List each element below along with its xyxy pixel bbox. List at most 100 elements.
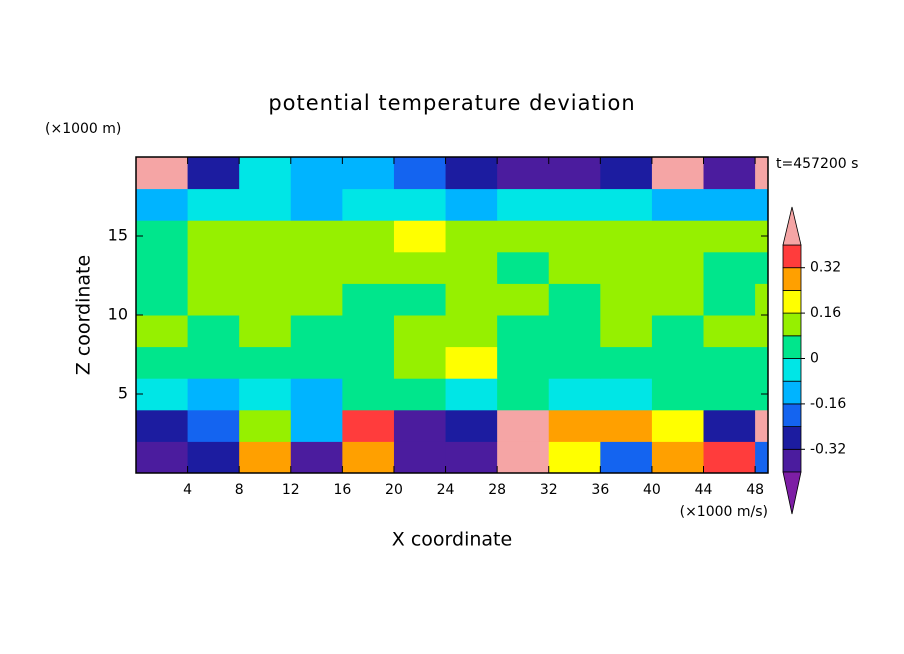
field-cell — [703, 157, 756, 190]
field-cell — [651, 409, 705, 442]
field-cell — [497, 409, 550, 442]
x-tick-label: 32 — [540, 482, 558, 498]
field-cell — [136, 346, 189, 379]
field-cell — [703, 220, 756, 253]
field-cell — [497, 378, 550, 411]
colorbar-segment — [782, 267, 802, 291]
field-cell — [445, 441, 498, 473]
field-cell — [755, 188, 768, 221]
field-cell — [136, 157, 189, 190]
field-cell — [755, 157, 768, 190]
field-cell — [187, 409, 240, 442]
field-cell — [651, 251, 705, 284]
field-cell — [548, 315, 601, 348]
field-cell — [239, 220, 292, 253]
field-cell — [342, 188, 395, 221]
colorbar-segment — [782, 244, 802, 269]
field-cell — [342, 283, 395, 316]
field-cell — [445, 346, 498, 379]
x-tick-label: 16 — [333, 482, 351, 498]
field-cell — [651, 441, 705, 473]
field-cell — [703, 441, 756, 473]
x-tick-label: 36 — [591, 482, 609, 498]
field-cell — [600, 220, 653, 253]
field-cell — [600, 378, 653, 411]
field-cell — [239, 157, 292, 190]
field-cell — [600, 315, 653, 348]
x-tick-label: 44 — [695, 482, 713, 498]
field-cell — [342, 157, 395, 190]
colorbar-segment — [782, 403, 802, 427]
x-tick-label: 4 — [183, 482, 192, 498]
field-cell — [755, 346, 768, 379]
field-cell — [342, 346, 395, 379]
y-tick-label: 10 — [108, 305, 128, 324]
field-cell — [290, 315, 343, 348]
field-cell — [600, 409, 653, 442]
field-cell — [703, 346, 756, 379]
field-cell — [497, 283, 550, 316]
x-tick-label: 28 — [488, 482, 506, 498]
field-cell — [497, 441, 550, 473]
field-cell — [239, 441, 292, 473]
field-cell — [290, 283, 343, 316]
field-cell — [393, 346, 447, 379]
field-cell — [651, 283, 705, 316]
field-cell — [445, 188, 498, 221]
field-cell — [703, 188, 756, 221]
y-tick-label: 15 — [108, 226, 128, 245]
field-cell — [239, 346, 292, 379]
field-cell — [703, 409, 756, 442]
x-tick-label: 48 — [746, 482, 764, 498]
field-cell — [755, 441, 768, 473]
field-cell — [755, 315, 768, 348]
field-cell — [548, 378, 601, 411]
field-cell — [239, 378, 292, 411]
field-cell — [755, 251, 768, 284]
field-cell — [548, 409, 601, 442]
colorbar-segment — [782, 380, 802, 405]
field-cell — [290, 441, 343, 473]
field-cell — [393, 220, 447, 253]
field-cell — [187, 251, 240, 284]
field-cell — [290, 346, 343, 379]
field-cell — [239, 315, 292, 348]
field-cell — [497, 315, 550, 348]
field-cell — [548, 220, 601, 253]
colorbar-tick-label: 0.32 — [810, 260, 841, 276]
field-cell — [290, 251, 343, 284]
field-cell — [290, 157, 343, 190]
field-cell — [548, 346, 601, 379]
field-cell — [187, 188, 240, 221]
annotation: t=457200 s — [776, 156, 858, 172]
field-cell — [187, 157, 240, 190]
field-cell — [136, 378, 189, 411]
field-cell — [445, 378, 498, 411]
colorbar-segment — [782, 358, 802, 382]
field-cell — [342, 251, 395, 284]
field-cell — [342, 220, 395, 253]
field-cell — [548, 441, 601, 473]
colorbar-segment — [782, 312, 802, 337]
field-cell — [342, 409, 395, 442]
field-cell — [136, 188, 189, 221]
x-unit: (×1000 m/s) — [680, 504, 768, 520]
field-cell — [393, 188, 447, 221]
field-cell — [342, 378, 395, 411]
field-cell — [187, 220, 240, 253]
field-cell — [187, 441, 240, 473]
field-cell — [497, 251, 550, 284]
field-cell — [548, 188, 601, 221]
field-cell — [651, 157, 705, 190]
field-cell — [445, 409, 498, 442]
colorbar-segment — [782, 289, 802, 314]
field-cell — [136, 409, 189, 442]
field-cell — [600, 283, 653, 316]
colorbar-segment — [782, 335, 802, 359]
field-cell — [445, 315, 498, 348]
field-cell — [651, 220, 705, 253]
field-cell — [651, 346, 705, 379]
field-cell — [600, 157, 653, 190]
field-cell — [445, 283, 498, 316]
